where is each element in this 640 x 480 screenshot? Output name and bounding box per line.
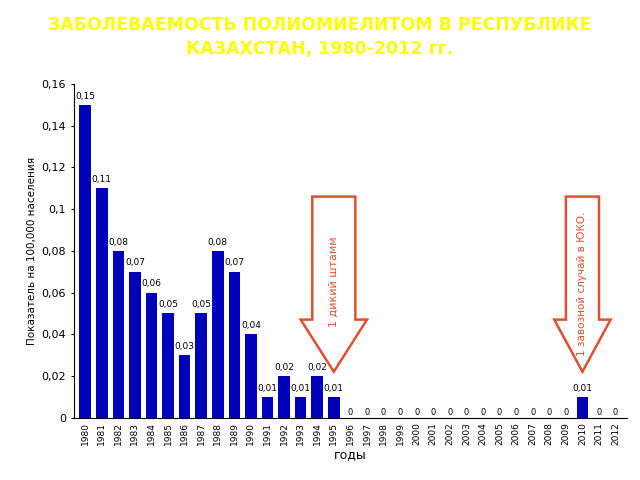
Text: 0: 0 (381, 408, 386, 417)
Text: 0,05: 0,05 (158, 300, 178, 309)
Text: 0,02: 0,02 (307, 363, 327, 372)
Text: 0: 0 (464, 408, 469, 417)
Text: 0,05: 0,05 (191, 300, 211, 309)
Text: 0: 0 (530, 408, 535, 417)
Bar (295, 397, 307, 418)
Text: 0: 0 (481, 408, 486, 417)
Y-axis label: Показатель на 100,000 населения: Показатель на 100,000 населения (27, 157, 37, 345)
Text: 0: 0 (497, 408, 502, 417)
Text: 0: 0 (348, 408, 353, 417)
Text: 0,02: 0,02 (274, 363, 294, 372)
Text: 0: 0 (613, 408, 618, 417)
Polygon shape (301, 197, 367, 372)
Text: 0,07: 0,07 (225, 258, 244, 267)
Text: 0: 0 (513, 408, 519, 417)
Text: 0: 0 (431, 408, 436, 417)
Bar (228, 272, 240, 418)
Bar (163, 313, 174, 418)
Bar (312, 376, 323, 418)
Bar (79, 105, 91, 418)
Text: 0: 0 (447, 408, 452, 417)
Bar (146, 292, 157, 418)
Bar (278, 376, 290, 418)
X-axis label: годы: годы (334, 448, 367, 461)
Text: 0,04: 0,04 (241, 321, 261, 330)
Text: 0,03: 0,03 (175, 342, 195, 351)
Bar (212, 251, 223, 418)
Text: 0: 0 (563, 408, 568, 417)
Text: 0,06: 0,06 (141, 279, 161, 288)
Text: 0: 0 (364, 408, 369, 417)
Text: 1 завозной случай в ЮКО.: 1 завозной случай в ЮКО. (577, 212, 588, 356)
Text: 0,08: 0,08 (208, 238, 228, 247)
Text: 0: 0 (547, 408, 552, 417)
Text: 0,08: 0,08 (108, 238, 129, 247)
Bar (577, 397, 588, 418)
Bar (113, 251, 124, 418)
Bar (245, 334, 257, 418)
Text: 0: 0 (414, 408, 419, 417)
Text: 0,01: 0,01 (324, 384, 344, 393)
Bar (129, 272, 141, 418)
Text: 1 дикий штамм: 1 дикий штамм (329, 237, 339, 327)
Text: 0: 0 (596, 408, 602, 417)
Text: 0: 0 (397, 408, 403, 417)
Text: 0,11: 0,11 (92, 175, 112, 184)
Bar (96, 188, 108, 418)
Polygon shape (554, 197, 611, 372)
Text: 0,07: 0,07 (125, 258, 145, 267)
Text: ЗАБОЛЕВАЕМОСТЬ ПОЛИОМИЕЛИТОМ В РЕСПУБЛИКЕ
КАЗАХСТАН, 1980-2012 гг.: ЗАБОЛЕВАЕМОСТЬ ПОЛИОМИЕЛИТОМ В РЕСПУБЛИК… (48, 16, 592, 58)
Bar (179, 355, 191, 418)
Text: 0,01: 0,01 (291, 384, 310, 393)
Bar (328, 397, 340, 418)
Bar (195, 313, 207, 418)
Text: 0,15: 0,15 (76, 92, 95, 101)
Text: 0,01: 0,01 (257, 384, 278, 393)
Text: 0,01: 0,01 (572, 384, 593, 393)
Bar (262, 397, 273, 418)
